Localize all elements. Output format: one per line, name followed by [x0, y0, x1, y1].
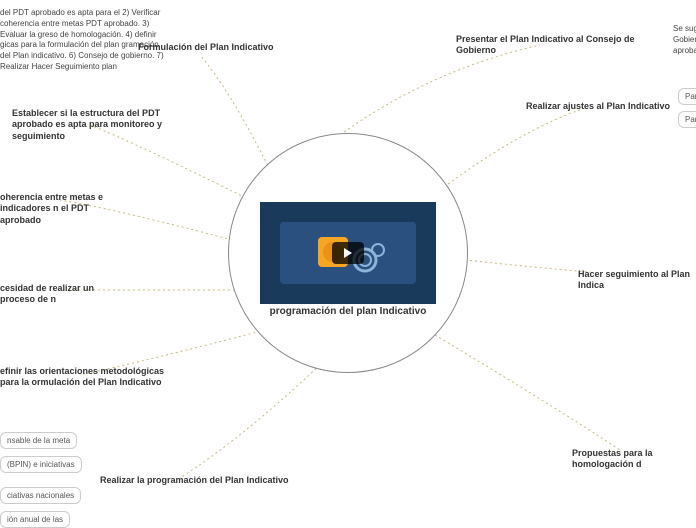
center-title: programación del plan Indicativo — [248, 306, 448, 317]
node-definir[interactable]: efinir las orientaciones metodológicas p… — [0, 366, 170, 389]
node-necesidad[interactable]: cesidad de realizar un proceso de n — [0, 283, 115, 306]
top-description: del PDT aprobado es apta para el 2) Veri… — [0, 8, 170, 73]
presentar-note: Se sug Gobier aproba — [673, 24, 696, 56]
center-video-thumbnail[interactable] — [260, 202, 436, 304]
node-propuestas[interactable]: Propuestas para la homologación d — [572, 448, 696, 471]
node-ajustes[interactable]: Realizar ajustes al Plan Indicativo — [526, 101, 670, 112]
sub-box-2: (BPIN) e iniciativas — [0, 456, 82, 473]
node-formulacion[interactable]: Formulación del Plan Indicativo — [138, 42, 274, 53]
node-establecer[interactable]: Establecer si la estructura del PDT apro… — [12, 108, 172, 142]
node-presentar[interactable]: Presentar el Plan Indicativo al Consejo … — [456, 34, 656, 57]
node-realizar-programacion[interactable]: Realizar la programación del Plan Indica… — [100, 475, 289, 486]
ajustes-note-2: Par — [678, 111, 696, 128]
node-coherencia[interactable]: oherencia entre metas e indicadores n el… — [0, 192, 125, 226]
ajustes-note-1: Par — [678, 88, 696, 105]
sub-box-1: nsable de la meta — [0, 432, 77, 449]
node-seguimiento[interactable]: Hacer seguimiento al Plan Indica — [578, 269, 696, 292]
play-icon[interactable] — [332, 242, 364, 264]
sub-box-3: ciativas nacionales — [0, 487, 81, 504]
